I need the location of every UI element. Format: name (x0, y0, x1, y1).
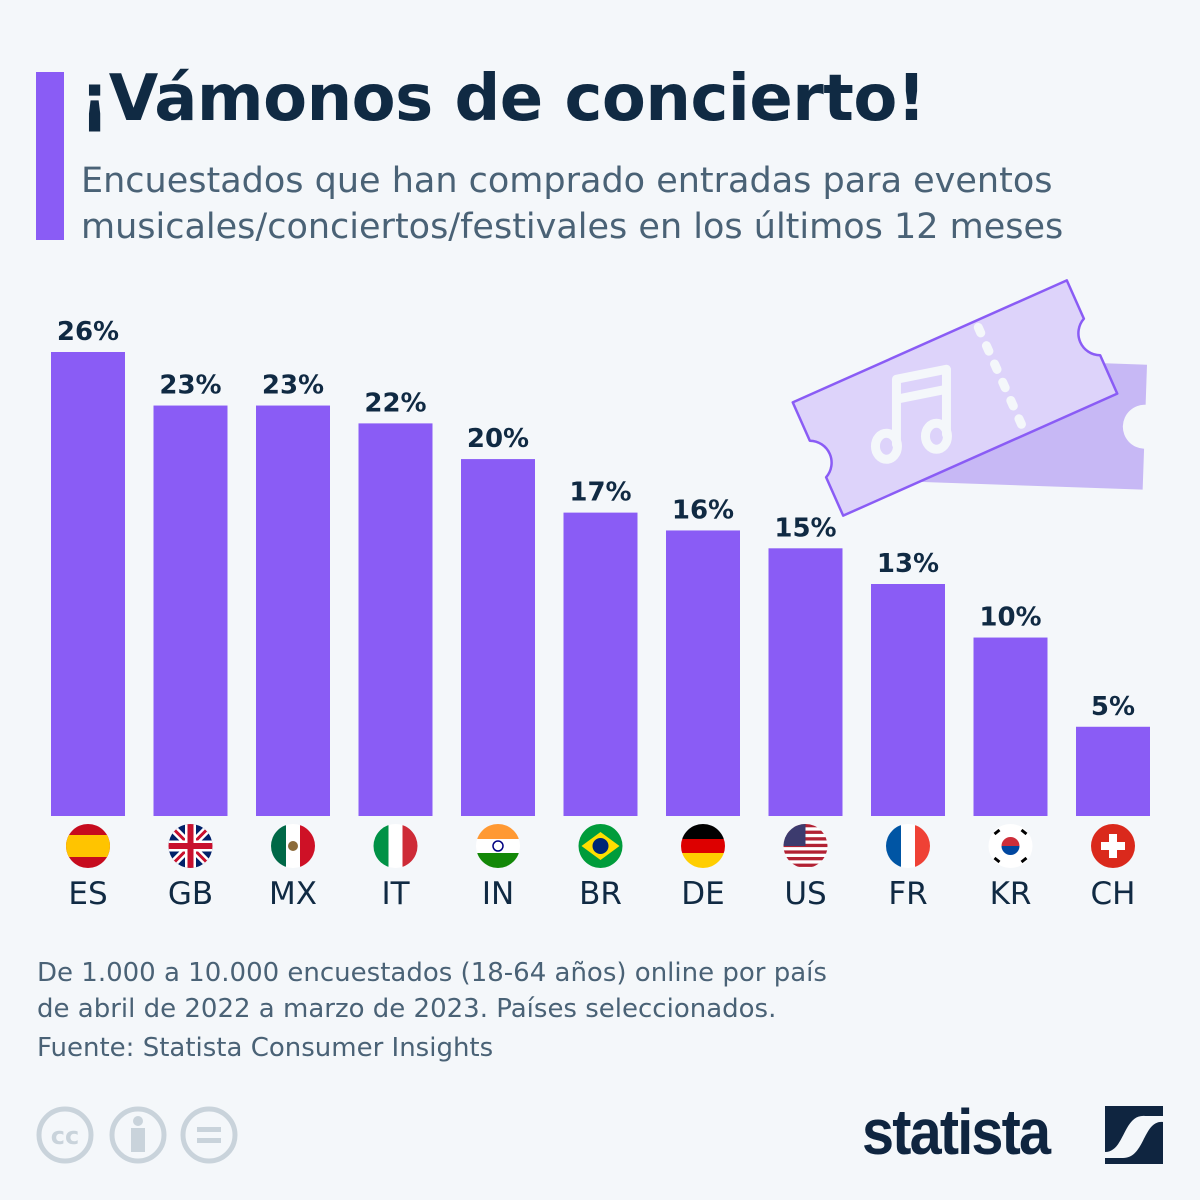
flag-DE-icon (681, 824, 725, 868)
category-label: KR (990, 876, 1032, 912)
value-label: 13% (877, 549, 939, 579)
category-label: DE (681, 876, 724, 912)
subtitle-line: Encuestados que han comprado entradas pa… (81, 161, 1053, 201)
title-accent-bar (36, 72, 64, 240)
ticket-illustration (791, 279, 1148, 517)
value-label: 23% (262, 371, 324, 401)
bar-US (768, 548, 843, 816)
flag-IT-icon (373, 824, 418, 868)
bar-FR (871, 584, 945, 816)
value-label: 15% (774, 513, 836, 543)
bar-IT (358, 423, 433, 816)
category-label: MX (269, 876, 317, 912)
flag-CH-icon (1091, 824, 1135, 868)
bar-DE (666, 530, 740, 816)
flag-ES-icon (66, 824, 110, 868)
bar-CH (1076, 726, 1150, 816)
category-label: ES (68, 876, 107, 912)
license-icons[interactable]: cc (36, 1106, 241, 1164)
bar-GB (153, 405, 228, 816)
value-label: 5% (1091, 692, 1135, 722)
category-label: IT (381, 876, 410, 912)
value-label: 26% (57, 317, 119, 347)
bar-BR (563, 512, 638, 816)
value-label: 17% (569, 478, 631, 508)
bar-MX (256, 405, 330, 816)
statista-logo: statista (862, 1096, 1051, 1168)
flag-US-icon (783, 824, 828, 868)
no-derivatives-icon (180, 1106, 238, 1164)
bar-ES (51, 352, 125, 816)
cc-icon (36, 1106, 94, 1164)
category-label: US (784, 876, 826, 912)
category-label: FR (888, 876, 927, 912)
note-line: de abril de 2022 a marzo de 2023. Países… (37, 994, 777, 1024)
flag-IN-icon (476, 824, 520, 868)
subtitle-line: musicales/conciertos/festivales en los ú… (81, 207, 1064, 247)
note-line: De 1.000 a 10.000 encuestados (18-64 año… (37, 958, 827, 988)
value-label: 16% (672, 495, 734, 525)
flag-BR-icon (578, 824, 623, 868)
statista-logo-icon (1105, 1106, 1163, 1164)
value-label: 20% (467, 424, 529, 454)
bar-IN (461, 459, 535, 816)
category-label: CH (1091, 876, 1136, 912)
value-label: 23% (159, 371, 221, 401)
flag-FR-icon (886, 824, 930, 868)
source: Fuente: Statista Consumer Insights (37, 1033, 494, 1063)
category-label: GB (168, 876, 213, 912)
category-label: BR (579, 876, 622, 912)
flag-MX-icon (271, 824, 315, 868)
flag-GB-icon (168, 824, 213, 868)
value-label: 10% (979, 603, 1041, 633)
value-label: 22% (364, 388, 426, 418)
chart-title: ¡Vámonos de concierto! (80, 62, 926, 136)
category-label: IN (482, 876, 514, 912)
survey-note: De 1.000 a 10.000 encuestados (18-64 año… (37, 955, 827, 1027)
bar-KR (973, 637, 1048, 816)
chart-subtitle: Encuestados que han comprado entradas pa… (81, 158, 1181, 250)
flag-KR-icon (988, 824, 1033, 868)
attribution-icon (109, 1106, 167, 1164)
svg-text:cc: cc (51, 1122, 79, 1150)
